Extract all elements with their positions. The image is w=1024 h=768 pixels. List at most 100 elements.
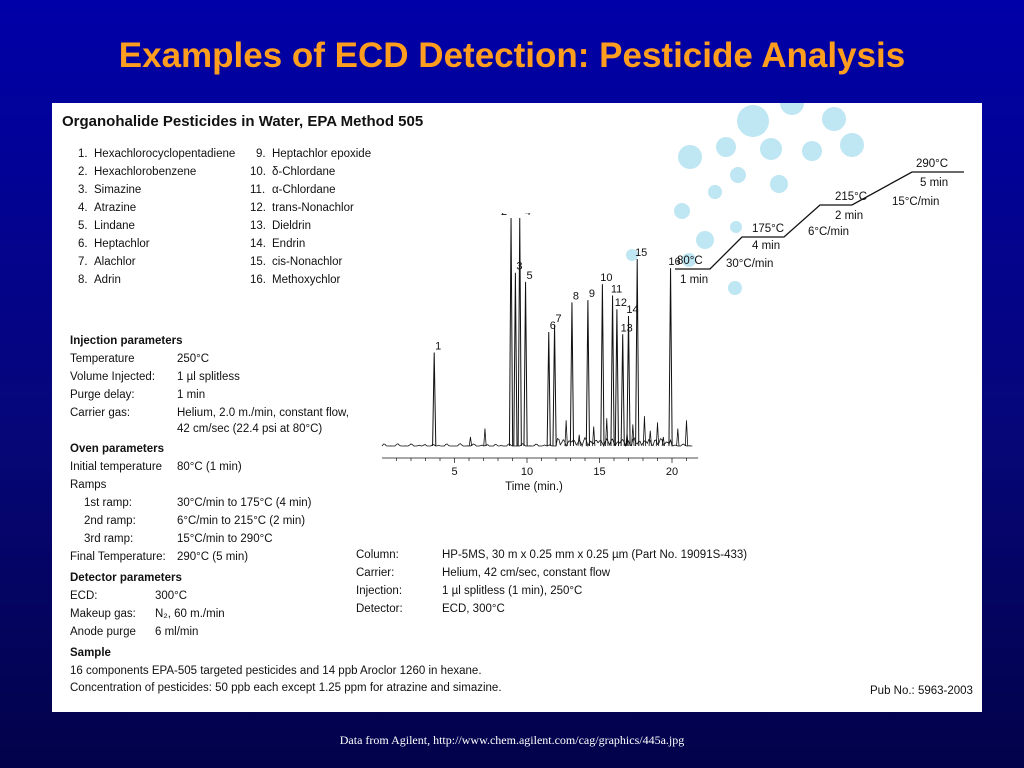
pub-number: Pub No.: 5963-2003	[870, 685, 973, 697]
program-hold: 2 min	[835, 210, 863, 222]
param-label: Anode purge	[70, 626, 136, 638]
param-value: 15°C/min to 290°C	[177, 533, 273, 545]
temperature-program: 80°C 1 min 30°C/min 175°C 4 min 6°C/min …	[675, 158, 964, 286]
program-hold: 5 min	[920, 177, 948, 189]
compound-num: 9.	[256, 148, 266, 160]
peak-label: 8	[573, 290, 579, 302]
compound-num: 6.	[78, 238, 88, 250]
param-value: 250°C	[177, 353, 210, 365]
minor-peak	[605, 418, 609, 447]
chromatogram-peak	[523, 281, 528, 447]
peak-label: 10	[600, 272, 612, 284]
program-temp: 175°C	[752, 223, 784, 235]
minor-peak	[631, 424, 635, 447]
column-label: Carrier:	[356, 567, 395, 579]
param-label: Initial temperature	[70, 461, 163, 473]
compound-name: Simazine	[94, 184, 142, 196]
param-value: 6 ml/min	[155, 626, 199, 638]
param-label: Final Temperature:	[70, 551, 166, 563]
compound-name: Endrin	[272, 238, 306, 250]
chromatogram-peak	[668, 268, 673, 447]
param-value: 30°C/min to 175°C (4 min)	[177, 497, 312, 509]
column-label: Column:	[356, 549, 399, 561]
compound-num: 5.	[78, 220, 88, 232]
peak-label: 4	[525, 213, 531, 218]
peak-label: 5	[526, 270, 532, 282]
chromatogram-peak	[610, 295, 615, 447]
param-value: 300°C	[155, 590, 188, 602]
param-label: 3rd ramp:	[84, 533, 134, 545]
column-label: Injection:	[356, 585, 403, 597]
compound-num: 11.	[250, 184, 266, 196]
peak-label: 9	[589, 288, 595, 300]
param-label: Makeup gas:	[70, 608, 136, 620]
param-value: N₂, 60 m./min	[155, 608, 225, 620]
compound-num: 1.	[78, 148, 88, 160]
chromatogram-peak	[517, 217, 522, 447]
minor-peak	[592, 426, 596, 447]
compound-name: Alachlor	[94, 256, 136, 268]
chromatogram-peak	[620, 334, 625, 447]
decorative-dots	[612, 103, 982, 303]
param-label: Carrier gas:	[70, 407, 131, 419]
compound-name: Lindane	[94, 220, 135, 232]
param-value: Helium, 2.0 m./min, constant flow,	[177, 407, 349, 419]
detector-heading: Detector parameters	[70, 572, 182, 584]
chromatogram-peak	[508, 217, 514, 447]
param-value: 1 µl splitless	[177, 371, 240, 383]
compound-num: 12.	[250, 202, 266, 214]
compound-name: Atrazine	[94, 202, 137, 214]
source-footer: Data from Agilent, http://www.chem.agile…	[339, 733, 685, 747]
chromatogram-baseline	[381, 436, 693, 448]
program-temp: 290°C	[916, 158, 948, 170]
peak-label: 1	[435, 341, 441, 353]
tick-label: 10	[521, 466, 533, 478]
chromatogram-peak	[432, 352, 437, 447]
compound-name: Hexachlorobenzene	[94, 166, 197, 178]
param-label: Ramps	[70, 479, 107, 491]
peak-label: 12	[615, 297, 627, 309]
program-hold: 4 min	[752, 240, 780, 252]
figure-panel: Organohalide Pesticides in Water, EPA Me…	[52, 103, 982, 712]
minor-peak	[577, 434, 581, 447]
compound-num: 3.	[78, 184, 88, 196]
compound-num: 2.	[78, 166, 88, 178]
chromatogram-peak	[626, 316, 631, 447]
compound-name: cis-Nonachlor	[272, 256, 343, 268]
param-value: 6°C/min to 215°C (2 min)	[177, 515, 306, 527]
compound-num: 15.	[250, 256, 266, 268]
minor-peak	[564, 420, 568, 447]
peak-label: 7	[555, 313, 561, 325]
chromatogram: 123456789101112131415165101520 Time (min…	[381, 213, 699, 493]
param-value: 80°C (1 min)	[177, 461, 242, 473]
compound-num: 14.	[250, 238, 266, 250]
compound-name: δ-Chlordane	[272, 166, 336, 178]
minor-peak	[483, 428, 487, 447]
chromatogram-peak	[635, 259, 640, 447]
compound-name: Heptachlor epoxide	[272, 148, 372, 160]
compound-num: 8.	[78, 274, 88, 286]
oven-heading: Oven parameters	[70, 443, 164, 455]
column-value: Helium, 42 cm/sec, constant flow	[442, 567, 611, 579]
compound-num: 7.	[78, 256, 88, 268]
peak-label: 13	[621, 322, 633, 334]
param-value: 1 min	[177, 389, 206, 401]
chromatogram-xlabel: Time (min.)	[505, 481, 563, 493]
param-label: ECD:	[70, 590, 98, 602]
peak-label: 16	[668, 256, 680, 268]
program-temp: 215°C	[835, 191, 867, 203]
peak-label: 6	[550, 320, 556, 332]
compound-name: Adrin	[94, 274, 121, 286]
column-value: ECD, 300°C	[442, 603, 505, 615]
minor-peak	[676, 428, 680, 447]
sample-heading: Sample	[70, 647, 111, 659]
chromatogram-peak	[585, 300, 590, 447]
param-label: Temperature	[70, 353, 135, 365]
compound-num: 4.	[78, 202, 88, 214]
panel-heading: Organohalide Pesticides in Water, EPA Me…	[62, 113, 424, 130]
tick-label: 15	[593, 466, 605, 478]
program-hold: 1 min	[680, 274, 708, 286]
peak-label: 2	[501, 213, 507, 218]
minor-peak	[648, 430, 652, 447]
param-value: 290°C (5 min)	[177, 551, 249, 563]
